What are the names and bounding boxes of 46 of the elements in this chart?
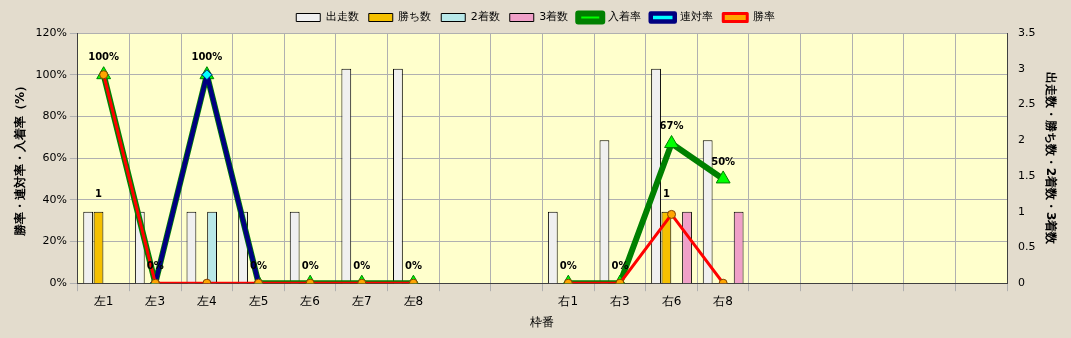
legend-label: 出走数 bbox=[325, 10, 359, 24]
legend-label: 3着数 bbox=[539, 10, 569, 24]
y2-tick-label: 3.5 bbox=[1018, 25, 1036, 39]
data-label: 0% bbox=[301, 259, 319, 271]
data-label: 0% bbox=[404, 259, 422, 271]
x-tick-label: 左4 bbox=[197, 293, 217, 308]
data-label: 50% bbox=[711, 155, 736, 167]
y-tick-label: 40% bbox=[42, 192, 67, 206]
legend-label: 2着数 bbox=[470, 10, 500, 24]
y2-tick-label: 0.5 bbox=[1018, 240, 1036, 254]
y2-tick-label: 0 bbox=[1018, 276, 1026, 290]
legend-label: 勝ち数 bbox=[398, 10, 432, 24]
y2-axis-title: 出走数・勝ち数・2着数・3着数 bbox=[1043, 71, 1058, 246]
y2-tick-label: 2 bbox=[1018, 133, 1026, 147]
data-label: 100% bbox=[88, 51, 120, 63]
data-label: 0% bbox=[353, 259, 371, 271]
x-tick-label: 左3 bbox=[145, 293, 166, 308]
legend-label: 連対率 bbox=[680, 10, 714, 24]
y-tick-label: 100% bbox=[35, 67, 67, 81]
x-tick-label: 左7 bbox=[351, 293, 372, 308]
y-axis-title: 勝率・連対率・入着率（%） bbox=[13, 80, 28, 238]
x-tick-label: 左1 bbox=[93, 293, 114, 308]
y2-tick-label: 1 bbox=[1018, 204, 1026, 218]
y2-tick-label: 1.5 bbox=[1018, 168, 1036, 182]
x-tick-label: 左6 bbox=[300, 293, 320, 308]
y-tick-label: 0% bbox=[49, 276, 67, 290]
data-label: 0% bbox=[559, 259, 577, 271]
x-axis-title: 枠番 bbox=[529, 314, 555, 329]
x-tick-label: 右1 bbox=[558, 293, 579, 308]
y2-tick-label: 2.5 bbox=[1018, 97, 1036, 111]
x-tick-label: 右3 bbox=[610, 293, 630, 308]
x-tick-label: 左8 bbox=[403, 293, 424, 308]
x-tick-label: 右8 bbox=[713, 293, 733, 308]
data-label: 1 bbox=[95, 188, 103, 200]
legend-label: 入着率 bbox=[607, 10, 641, 24]
legend-label: 勝率 bbox=[752, 10, 775, 24]
y-tick-label: 60% bbox=[42, 150, 67, 164]
x-tick-label: 左5 bbox=[248, 293, 269, 308]
y2-tick-label: 3 bbox=[1018, 61, 1026, 75]
y-tick-label: 20% bbox=[42, 234, 67, 248]
data-label: 0% bbox=[146, 259, 164, 271]
data-label: 100% bbox=[191, 51, 223, 63]
y-tick-label: 80% bbox=[42, 109, 67, 123]
data-label: 1 bbox=[662, 188, 670, 200]
y-tick-label: 120% bbox=[35, 25, 67, 39]
x-tick-label: 右6 bbox=[661, 293, 682, 308]
